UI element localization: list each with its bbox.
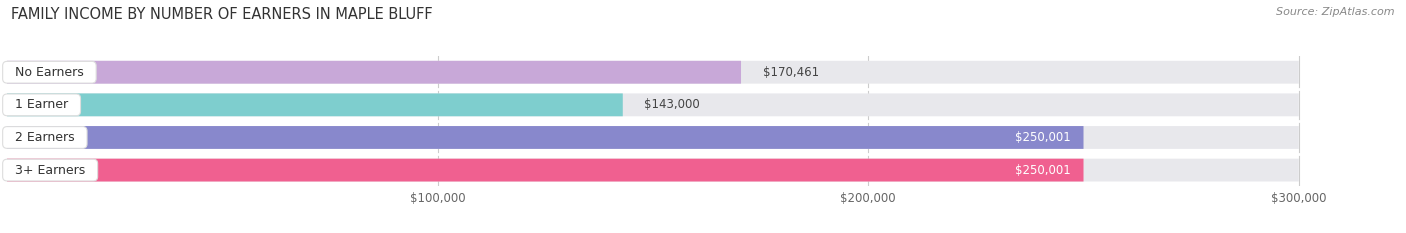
Text: No Earners: No Earners xyxy=(7,66,91,79)
Text: $170,461: $170,461 xyxy=(762,66,818,79)
FancyBboxPatch shape xyxy=(7,61,741,84)
Text: $250,001: $250,001 xyxy=(1015,164,1070,177)
Text: $143,000: $143,000 xyxy=(644,98,700,111)
FancyBboxPatch shape xyxy=(7,126,1084,149)
Text: 1 Earner: 1 Earner xyxy=(7,98,76,111)
Text: Source: ZipAtlas.com: Source: ZipAtlas.com xyxy=(1277,7,1395,17)
Text: 3+ Earners: 3+ Earners xyxy=(7,164,93,177)
Text: FAMILY INCOME BY NUMBER OF EARNERS IN MAPLE BLUFF: FAMILY INCOME BY NUMBER OF EARNERS IN MA… xyxy=(11,7,433,22)
FancyBboxPatch shape xyxy=(7,93,623,116)
Text: 2 Earners: 2 Earners xyxy=(7,131,83,144)
FancyBboxPatch shape xyxy=(7,126,1299,149)
FancyBboxPatch shape xyxy=(7,93,1299,116)
Text: $250,001: $250,001 xyxy=(1015,131,1070,144)
FancyBboxPatch shape xyxy=(7,61,1299,84)
FancyBboxPatch shape xyxy=(7,159,1299,182)
FancyBboxPatch shape xyxy=(7,159,1084,182)
